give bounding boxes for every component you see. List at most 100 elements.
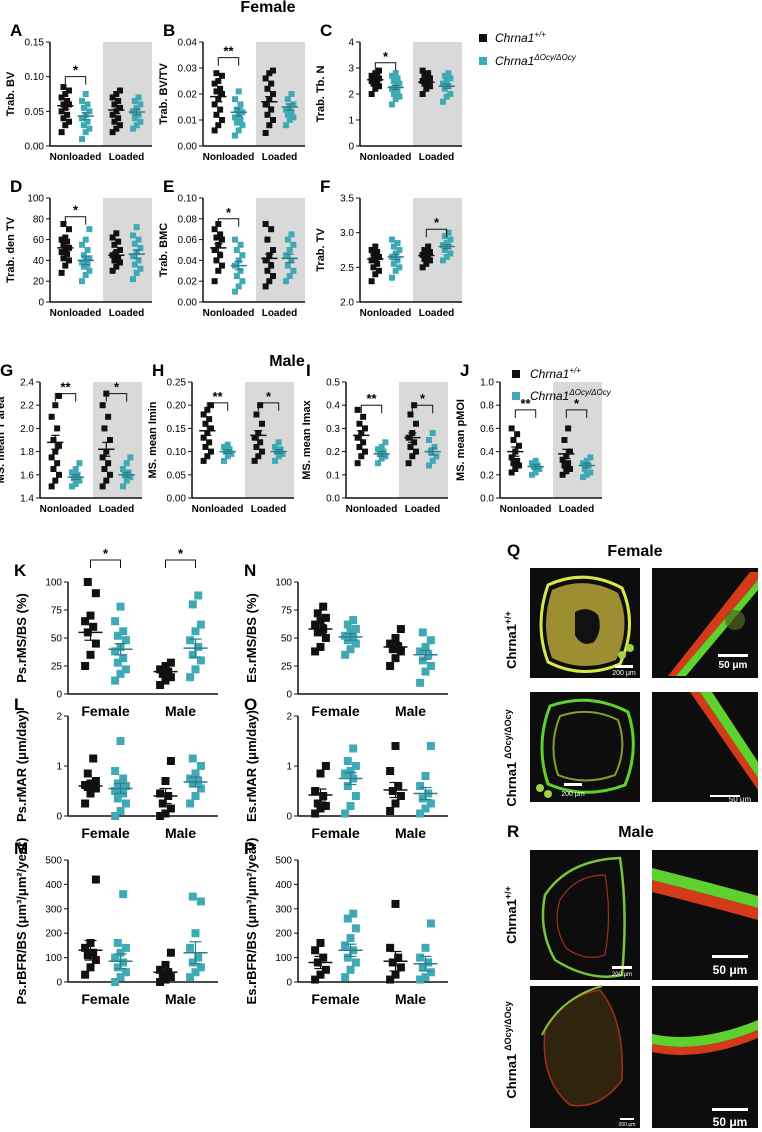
data-point (60, 101, 67, 108)
legend-wt-marker (512, 370, 520, 378)
data-point (111, 101, 118, 108)
data-point (215, 267, 222, 274)
significance-label: * (226, 205, 232, 220)
data-point (288, 257, 295, 264)
y-tick-label: 2.0 (20, 424, 34, 435)
data-point (50, 466, 57, 472)
y-tick-label: 500 (45, 856, 62, 867)
significance-label: * (574, 396, 580, 411)
data-point (360, 413, 367, 420)
data-point (60, 255, 67, 262)
data-point (91, 875, 100, 884)
data-point (390, 78, 397, 84)
chart-E: E 0.00 0.02 0.04 0.06 0.08 0.10 Trab. BMC Nonloa… (158, 177, 305, 319)
data-point (72, 466, 79, 472)
data-point (186, 799, 195, 808)
significance-label: * (103, 546, 109, 561)
data-point (416, 975, 425, 984)
data-point (188, 958, 197, 967)
data-point (89, 754, 98, 763)
data-point (196, 897, 205, 906)
chart-I: I 0.0 0.1 0.2 0.3 0.4 0.5 MS. mean Imax Nonloade… (301, 361, 448, 515)
micrograph-male-wt-section: 200 μm (530, 850, 640, 980)
data-point (529, 460, 536, 467)
y-axis-label: Trab. Tb. N (315, 66, 327, 123)
data-point (341, 941, 350, 950)
data-point (386, 662, 395, 670)
data-point (79, 97, 86, 104)
y-tick-label: 2.2 (20, 401, 34, 412)
data-point (426, 968, 435, 977)
data-point (111, 787, 120, 795)
data-point (116, 973, 125, 982)
data-point (79, 115, 86, 122)
significance-label: ** (520, 396, 531, 411)
data-point (79, 259, 86, 266)
data-point (211, 247, 218, 253)
data-point (343, 757, 352, 765)
data-point (233, 273, 240, 279)
data-point (235, 88, 242, 95)
data-point (321, 762, 330, 770)
data-point (262, 257, 269, 264)
data-point (105, 460, 112, 467)
data-point (316, 617, 325, 626)
panel-letter-M: M (14, 839, 28, 858)
y-tick-label: 200 (45, 929, 62, 940)
significance-label: * (73, 203, 79, 218)
data-point (82, 271, 89, 278)
data-point (156, 681, 165, 690)
data-point (211, 278, 218, 285)
data-point (266, 122, 273, 129)
data-point (111, 676, 120, 685)
data-point (64, 111, 71, 118)
data-point (508, 425, 515, 432)
data-point (119, 654, 128, 663)
data-point (565, 425, 572, 432)
panel-letter-H: H (152, 361, 164, 380)
significance-label: * (178, 546, 184, 561)
significance-bracket (360, 404, 383, 414)
data-point (262, 283, 269, 290)
data-point (86, 789, 95, 798)
data-point (394, 782, 403, 790)
y-tick-label: 0.10 (25, 72, 45, 83)
chart-L: L 0 1 2 Ps.rMAR (μm/day) Female Male (14, 695, 218, 841)
chart-J: J 0.0 0.2 0.4 0.6 0.8 1.0 MS. mean pMOI Nonloade… (455, 361, 602, 515)
data-point (561, 462, 568, 469)
data-point (81, 662, 90, 670)
data-point (237, 241, 244, 248)
data-point (375, 460, 382, 467)
data-point (218, 72, 225, 79)
data-point (65, 87, 72, 94)
data-point (191, 968, 200, 977)
data-point (426, 257, 433, 264)
data-point (233, 119, 240, 126)
data-point (217, 231, 224, 238)
data-point (113, 230, 120, 237)
data-point (392, 96, 399, 103)
data-point (86, 108, 93, 115)
data-point (343, 620, 352, 629)
data-point (120, 466, 127, 472)
data-point (268, 262, 275, 269)
data-point (284, 111, 291, 118)
y-tick-label: 0 (38, 298, 44, 309)
data-point (130, 276, 137, 283)
loaded-shade (93, 382, 142, 498)
data-point (191, 769, 200, 778)
data-point (264, 111, 271, 118)
data-point (81, 970, 90, 979)
data-point (237, 117, 244, 123)
data-point (351, 762, 360, 770)
data-point (407, 443, 414, 450)
y-tick-label: 1 (348, 116, 354, 127)
micrograph-female-wt-zoom: 50 μm (652, 568, 758, 678)
data-point (311, 975, 320, 984)
data-point (354, 406, 361, 413)
y-tick-label: 0.05 (167, 470, 187, 481)
data-point (288, 109, 295, 116)
data-point (445, 229, 452, 236)
data-point (235, 283, 242, 290)
